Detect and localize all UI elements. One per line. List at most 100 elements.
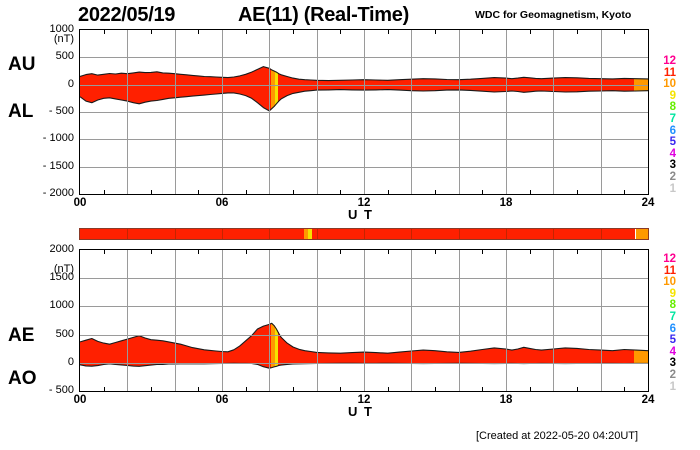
axis-tick xyxy=(482,387,483,391)
legend-item: 5 xyxy=(669,136,676,149)
gridline-horizontal xyxy=(80,363,648,364)
y-axis-tick-label: 1000 xyxy=(49,23,74,35)
legend-item: 1 xyxy=(669,380,676,393)
colorbar-separator xyxy=(222,229,223,239)
gridline-vertical xyxy=(506,250,507,391)
gridline-horizontal xyxy=(80,167,648,168)
colorbar-separator xyxy=(269,229,270,239)
created-timestamp: [Created at 2022-05-20 04:20UT] xyxy=(476,430,639,442)
y-axis-tick-label: - 2000 xyxy=(42,187,74,199)
y-axis-tick-label: - 500 xyxy=(48,384,74,396)
legend-item: 11 xyxy=(663,66,676,79)
al-series-label: AL xyxy=(8,101,34,122)
axis-tick xyxy=(577,190,578,194)
axis-tick xyxy=(530,250,531,254)
axis-tick xyxy=(104,250,105,254)
gridline-vertical xyxy=(269,250,270,391)
legend-item: 12 xyxy=(663,55,676,67)
colorbar-separator xyxy=(175,229,176,239)
au-al-unit-label: (nT) xyxy=(53,33,74,45)
axis-tick xyxy=(577,250,578,254)
legend-item: 4 xyxy=(669,147,676,160)
gridline-horizontal xyxy=(80,278,648,279)
axis-tick xyxy=(624,387,625,391)
axis-tick xyxy=(198,387,199,391)
axis-tick xyxy=(293,387,294,391)
axis-tick xyxy=(435,250,436,254)
x-axis-tick-label: 12 xyxy=(357,394,371,406)
colorbar-segment xyxy=(304,229,309,239)
ae-ao-unit-label: (nT) xyxy=(53,263,74,275)
trace-lower-outline xyxy=(80,89,648,112)
ut-label-top: U T xyxy=(348,207,374,222)
x-axis-tick-label: 12 xyxy=(357,197,371,209)
x-axis-tick-label: 00 xyxy=(73,394,87,406)
axis-tick xyxy=(104,387,105,391)
au-series-label: AU xyxy=(8,54,36,75)
legend-item: 6 xyxy=(669,124,676,137)
axis-tick xyxy=(151,30,152,34)
au-al-trace xyxy=(80,66,648,112)
axis-tick xyxy=(577,387,578,391)
axis-tick xyxy=(151,190,152,194)
trace-fill xyxy=(80,66,648,111)
legend-item: 8 xyxy=(669,299,676,312)
gridline-horizontal xyxy=(80,85,648,86)
color-legend-bottom: 12 11 10 9 8 7 6 5 4 3 2 1 xyxy=(656,253,680,393)
x-axis-tick-label: 06 xyxy=(215,197,229,209)
legend-item: 10 xyxy=(663,78,676,91)
axis-tick xyxy=(435,190,436,194)
axis-tick xyxy=(340,387,341,391)
gridline-vertical xyxy=(364,250,365,391)
axis-tick xyxy=(624,250,625,254)
y-axis-tick-label: 1500 xyxy=(49,271,74,284)
gridline-vertical xyxy=(601,250,602,391)
ut-label-bottom: U T xyxy=(348,404,374,419)
gridline-vertical xyxy=(127,250,128,391)
axis-tick xyxy=(482,250,483,254)
colorbar-separator xyxy=(459,229,460,239)
axis-tick xyxy=(293,190,294,194)
legend-item: 12 xyxy=(663,253,676,265)
axis-tick xyxy=(246,30,247,34)
legend-item: 11 xyxy=(663,264,676,277)
axis-tick xyxy=(482,30,483,34)
color-legend-top: 12 11 10 9 8 7 6 5 4 3 2 1 xyxy=(656,55,680,195)
page-title: AE(11) (Real-Time) xyxy=(238,4,409,26)
axis-tick xyxy=(624,190,625,194)
axis-tick xyxy=(198,250,199,254)
colorbar-segment xyxy=(635,229,648,239)
axis-tick xyxy=(151,250,152,254)
trace-fill xyxy=(80,323,648,369)
axis-tick xyxy=(198,190,199,194)
gridline-vertical xyxy=(553,250,554,391)
axis-tick xyxy=(340,190,341,194)
legend-item: 8 xyxy=(669,101,676,114)
legend-item: 2 xyxy=(669,170,676,183)
y-axis-tick-label: 500 xyxy=(55,50,74,63)
gridline-vertical xyxy=(317,250,318,391)
colorbar-segment xyxy=(308,229,313,239)
au-al-plot-panel xyxy=(79,29,649,195)
x-axis-tick-label: 18 xyxy=(499,197,513,209)
gridline-horizontal xyxy=(80,57,648,58)
ao-series-label: AO xyxy=(8,368,37,389)
axis-tick xyxy=(340,30,341,34)
legend-item: 5 xyxy=(669,334,676,347)
y-axis-tick-label: 1000 xyxy=(49,299,74,312)
y-axis-tick-label: - 1000 xyxy=(42,132,74,145)
colorbar-separator xyxy=(317,229,318,239)
x-axis-tick-label: 18 xyxy=(499,394,513,406)
gridline-horizontal xyxy=(80,335,648,336)
axis-tick xyxy=(104,30,105,34)
colorbar-separator xyxy=(553,229,554,239)
colorbar-separator xyxy=(411,229,412,239)
axis-tick xyxy=(482,190,483,194)
y-axis-tick-label: 500 xyxy=(55,327,74,340)
x-axis-tick-label: 24 xyxy=(641,197,655,209)
colorbar-separator xyxy=(601,229,602,239)
axis-tick xyxy=(435,387,436,391)
colorbar-separator xyxy=(364,229,365,239)
axis-tick xyxy=(246,387,247,391)
axis-tick xyxy=(293,30,294,34)
